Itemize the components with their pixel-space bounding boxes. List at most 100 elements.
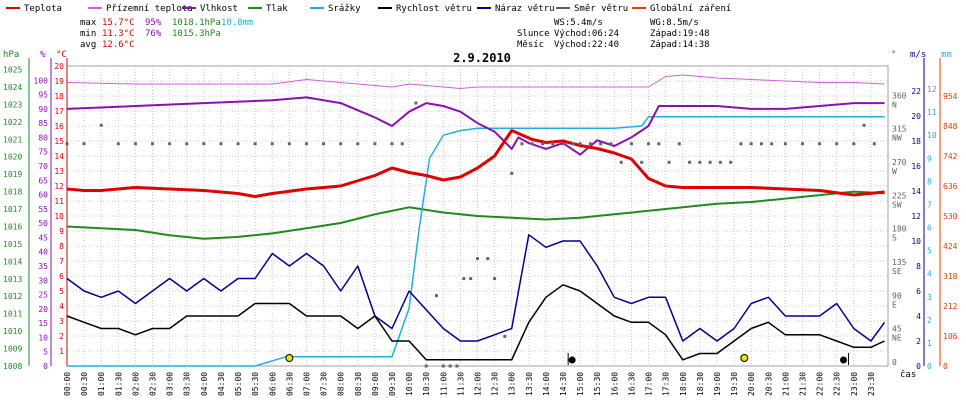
series-dir-point: [373, 142, 377, 146]
series-dir-point: [99, 123, 103, 127]
tick-ms: 10: [911, 237, 921, 246]
tick-pct: 85: [38, 119, 48, 128]
axis-title-hpa: hPa: [3, 50, 19, 60]
stat-max-hum: 95%: [145, 18, 162, 28]
axis-title-ms: m/s: [910, 50, 926, 60]
tick-rad: 318: [943, 272, 958, 281]
stat-min-hum: 76%: [145, 29, 162, 39]
tick-mm: 2: [927, 316, 932, 325]
series-dir-point: [647, 142, 651, 146]
tick-hpa: 1025: [3, 65, 22, 74]
tick-hpa: 1008: [3, 362, 22, 371]
legend-label: Náraz větru: [495, 4, 555, 14]
tick-c: 12: [54, 182, 64, 191]
series-dir-point: [339, 142, 343, 146]
legend: Teplota Přízemní teplota Vlhkost Tlak Srážky…: [6, 4, 731, 14]
tick-x: 19:30: [730, 372, 739, 396]
tick-x: 10:30: [422, 372, 431, 396]
series-dir-point: [469, 277, 473, 281]
series-pressure: [66, 190, 885, 240]
info-sun-rise: Východ:06:24: [554, 29, 619, 39]
tick-x: 23:30: [867, 372, 876, 396]
tick-rad: 848: [943, 122, 958, 131]
tick-x: 15:00: [576, 372, 585, 396]
stat-min-press: 1015.3hPa: [172, 29, 221, 39]
tick-hpa: 1014: [3, 257, 22, 266]
tick-c: 14: [54, 152, 64, 161]
sun-marker: [740, 354, 749, 362]
tick-dir-name: E: [892, 300, 897, 309]
tick-hpa: 1018: [3, 188, 22, 197]
tick-pct: 35: [38, 262, 48, 271]
series-dir-point: [253, 142, 257, 146]
stat-min-temp: 11.3°C: [102, 29, 135, 39]
tick-hpa: 1016: [3, 222, 22, 231]
tick-dir-value: 180: [892, 225, 907, 234]
tick-ms: 22: [911, 87, 921, 96]
axis-title-mm: mm: [941, 50, 952, 60]
tick-c: 1: [59, 347, 64, 356]
series-dir-point: [667, 160, 671, 164]
series-dir-point: [520, 142, 524, 146]
series-temperature: [66, 129, 885, 198]
tick-x: 20:30: [764, 372, 773, 396]
series-dir-point: [759, 142, 763, 146]
tick-pct: 70: [38, 162, 48, 171]
legend-label: Rychlost větru: [396, 4, 472, 14]
tick-x: 05:00: [234, 372, 243, 396]
tick-c: 11: [54, 197, 64, 206]
tick-x: 02:30: [149, 372, 158, 396]
tick-ms: 6: [916, 287, 921, 296]
tick-pct: 60: [38, 191, 48, 200]
info-moon-label: Měsíc: [517, 40, 544, 50]
tick-x: 16:00: [610, 372, 619, 396]
tick-x: 14:00: [542, 372, 551, 396]
series-wind: [66, 284, 885, 361]
tick-ms: 14: [911, 187, 921, 196]
legend-label: Srážky: [328, 4, 361, 14]
tick-ms: 16: [911, 162, 921, 171]
tick-x: 22:00: [816, 372, 825, 396]
tick-mm: 3: [927, 293, 932, 302]
tick-x: 04:30: [217, 372, 226, 396]
tick-c: 8: [59, 242, 64, 251]
series-dir-point: [872, 142, 876, 146]
tick-dir-value: 225: [892, 191, 907, 200]
tick-x: 07:30: [320, 372, 329, 396]
tick-hpa: 1011: [3, 310, 22, 319]
axes: hPa% °C ° m/s mm1008100910101011101210131014…: [3, 50, 958, 396]
tick-dir-name: N: [892, 100, 897, 109]
tick-pct: 55: [38, 205, 48, 214]
tick-x: 06:30: [285, 372, 294, 396]
tick-ms: 8: [916, 262, 921, 271]
tick-hpa: 1012: [3, 292, 22, 301]
series-dir-point: [476, 257, 479, 261]
tick-pct: 100: [34, 76, 49, 85]
tick-pct: 40: [38, 248, 48, 257]
tick-rad: 530: [943, 212, 958, 221]
series-dir-point: [424, 364, 428, 368]
tick-rad: 636: [943, 182, 958, 191]
tick-pct: 45: [38, 233, 48, 242]
series-dir-point: [219, 142, 223, 146]
tick-hpa: 1020: [3, 153, 22, 162]
tick-mm: 12: [927, 85, 937, 94]
legend-label: Vlhkost: [200, 4, 238, 14]
series-ground-temp: [66, 74, 885, 89]
series-dir-point: [551, 142, 555, 146]
series-dir-point: [588, 142, 592, 146]
series-dir-point: [462, 277, 466, 281]
legend-label: Směr větru: [574, 4, 628, 14]
tick-pct: 95: [38, 91, 48, 100]
tick-x: 17:30: [662, 372, 671, 396]
chart-title: 2.9.2010: [453, 51, 511, 65]
tick-pct: 10: [38, 333, 48, 342]
tick-x: 17:00: [645, 372, 654, 396]
series-dir-point: [862, 123, 866, 127]
series-dir-point: [414, 101, 418, 105]
tick-x: 22:30: [833, 372, 842, 396]
tick-c: 19: [54, 77, 64, 86]
tick-hpa: 1021: [3, 135, 22, 144]
tick-x: 14:30: [559, 372, 568, 396]
tick-x: 01:00: [97, 372, 106, 396]
